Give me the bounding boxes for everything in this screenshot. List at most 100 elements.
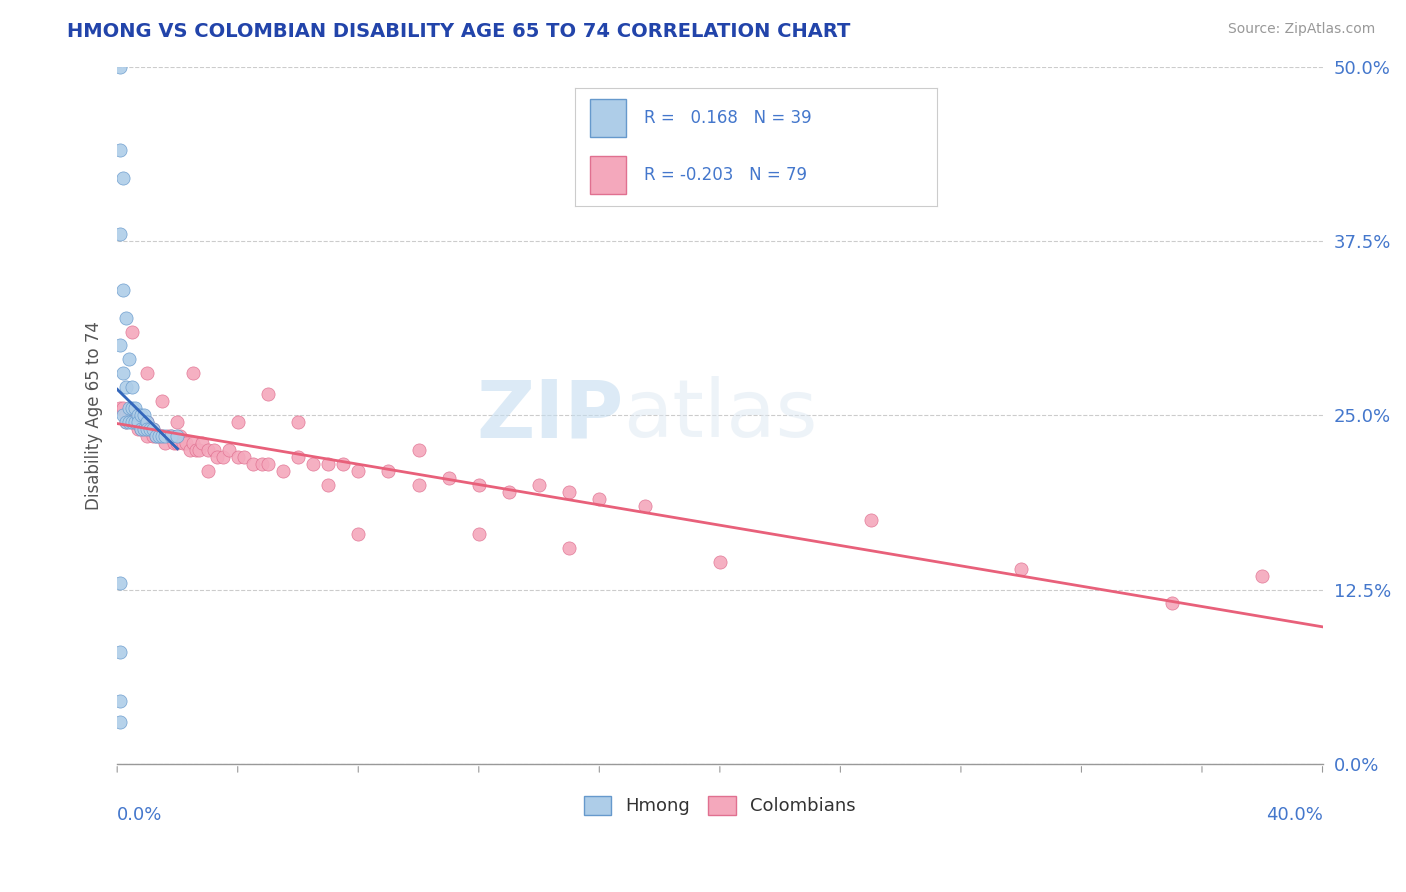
Point (408, 443, 430, 458)
Point (377, 464, 399, 478)
Point (136, 415, 159, 429)
Point (332, 457, 354, 471)
Point (129, 415, 152, 429)
Point (1010, 561, 1032, 575)
Point (112, 401, 135, 416)
Point (136, 415, 159, 429)
Point (184, 443, 207, 458)
Point (181, 436, 204, 450)
Point (124, 415, 146, 429)
Point (190, 436, 212, 450)
Point (859, 513, 882, 527)
Point (112, 408, 135, 422)
Point (129, 422, 152, 436)
Point (127, 415, 149, 429)
Point (347, 464, 370, 478)
Text: 0.0%: 0.0% (117, 805, 163, 823)
Point (160, 429, 183, 443)
Point (408, 478, 430, 492)
Point (588, 491, 610, 506)
Point (108, 227, 131, 241)
Point (134, 422, 156, 436)
Point (127, 422, 149, 436)
Text: Source: ZipAtlas.com: Source: ZipAtlas.com (1227, 22, 1375, 37)
Point (437, 471, 460, 485)
Point (145, 429, 167, 443)
Point (271, 464, 294, 478)
Point (112, 283, 135, 297)
Legend: Hmong, Colombians: Hmong, Colombians (575, 787, 865, 824)
Point (145, 429, 167, 443)
Point (134, 408, 156, 422)
Point (257, 387, 280, 401)
Point (108, 401, 131, 416)
Point (1251, 568, 1274, 582)
Point (127, 408, 149, 422)
Point (139, 422, 162, 436)
Point (187, 443, 209, 458)
Point (181, 367, 204, 381)
Point (226, 415, 249, 429)
Point (108, 714, 131, 729)
Point (121, 401, 143, 416)
Point (287, 450, 309, 464)
Point (558, 541, 581, 555)
Point (121, 415, 143, 429)
Point (163, 436, 186, 450)
Point (302, 457, 325, 471)
Point (118, 352, 141, 367)
Point (155, 429, 177, 443)
Point (121, 408, 143, 422)
Point (118, 415, 141, 429)
Point (148, 429, 170, 443)
Point (108, 338, 131, 352)
Point (112, 171, 135, 186)
Point (115, 415, 138, 429)
Point (115, 310, 138, 325)
Point (142, 429, 165, 443)
Point (127, 415, 149, 429)
Point (142, 422, 165, 436)
Point (139, 422, 162, 436)
Point (160, 429, 183, 443)
Text: atlas: atlas (623, 376, 818, 454)
Point (257, 457, 280, 471)
Point (709, 555, 731, 569)
Point (155, 436, 177, 450)
Point (166, 415, 188, 429)
Point (232, 450, 254, 464)
Point (108, 60, 131, 74)
Point (108, 575, 131, 590)
Point (527, 478, 550, 492)
Point (157, 429, 180, 443)
Point (316, 478, 339, 492)
Point (202, 443, 225, 458)
Point (211, 450, 233, 464)
Point (316, 457, 339, 471)
Point (218, 443, 240, 458)
Point (129, 422, 152, 436)
Point (121, 325, 143, 339)
Point (115, 415, 138, 429)
Point (169, 429, 191, 443)
Point (197, 443, 219, 458)
Point (250, 457, 273, 471)
Point (226, 450, 249, 464)
Point (176, 436, 198, 450)
Point (136, 367, 159, 381)
Point (197, 464, 219, 478)
Point (115, 380, 138, 394)
Point (150, 394, 173, 409)
Point (124, 415, 146, 429)
Point (1160, 597, 1182, 611)
Point (121, 380, 143, 394)
Point (129, 408, 152, 422)
Point (115, 408, 138, 422)
Point (108, 143, 131, 157)
Point (124, 401, 146, 416)
Text: ZIP: ZIP (477, 376, 623, 454)
Point (468, 526, 491, 541)
Point (287, 415, 309, 429)
Point (205, 450, 228, 464)
Point (468, 478, 491, 492)
